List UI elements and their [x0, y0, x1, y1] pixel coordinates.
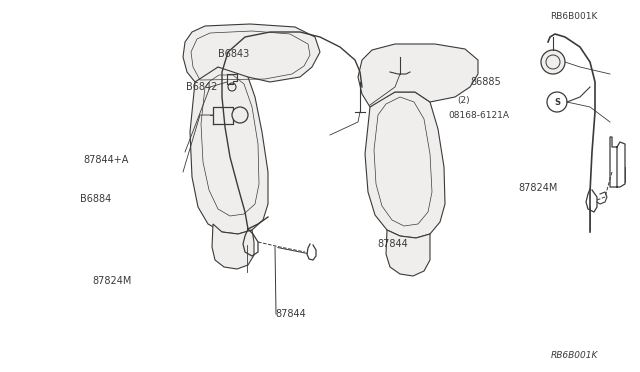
Polygon shape [183, 24, 320, 82]
Text: B6884: B6884 [80, 194, 111, 204]
Text: S: S [554, 97, 560, 106]
Text: 87844: 87844 [275, 310, 306, 319]
Text: RB6B001K: RB6B001K [550, 12, 598, 21]
Circle shape [541, 50, 565, 74]
Text: (2): (2) [458, 96, 470, 105]
Text: B6843: B6843 [218, 49, 249, 59]
Polygon shape [212, 224, 254, 269]
Polygon shape [358, 44, 478, 107]
Text: 87824M: 87824M [518, 183, 558, 193]
Text: 87844+A: 87844+A [83, 155, 129, 165]
Polygon shape [386, 230, 430, 276]
Text: B6842: B6842 [186, 83, 217, 92]
Text: 08168-6121A: 08168-6121A [448, 111, 509, 120]
Polygon shape [365, 92, 445, 238]
Polygon shape [190, 67, 268, 234]
Text: RB6B001K: RB6B001K [550, 351, 598, 360]
Text: 86885: 86885 [470, 77, 501, 87]
Text: 87824M: 87824M [93, 276, 132, 286]
Text: 87844: 87844 [378, 239, 408, 248]
Circle shape [232, 107, 248, 123]
